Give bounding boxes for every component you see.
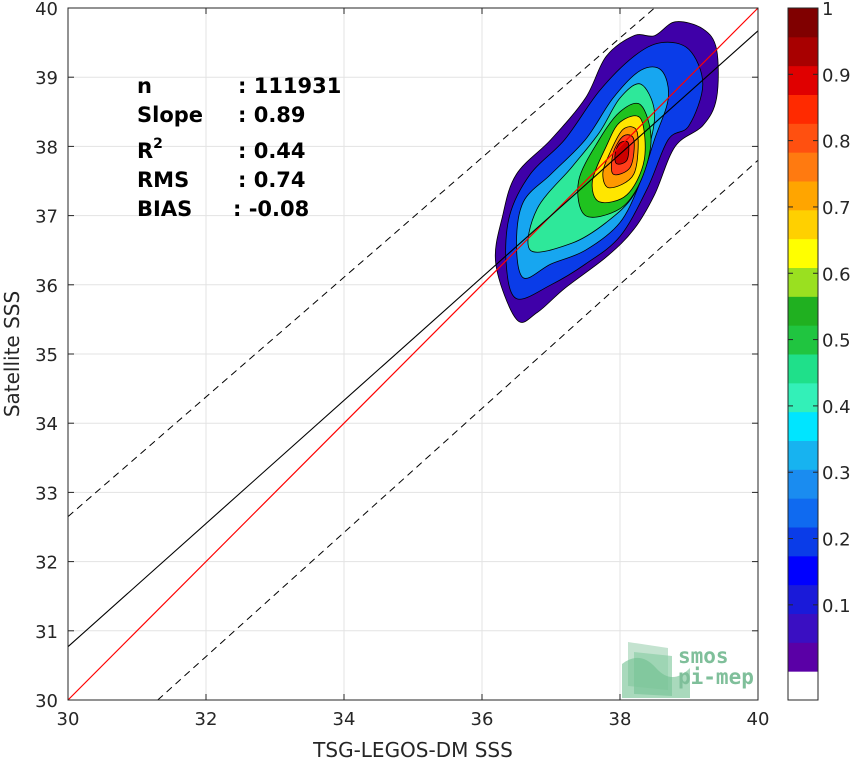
colorbar-segment — [788, 36, 818, 67]
x-axis-title: TSG-LEGOS-DM SSS — [312, 738, 513, 762]
density-contours — [494, 21, 719, 323]
colorbar-segment — [788, 209, 818, 240]
y-tick-label: 33 — [35, 483, 58, 504]
regression-line — [67, 30, 759, 648]
colorbar-tick-label: 0.1 — [822, 596, 851, 617]
stat-value: : -0.08 — [233, 197, 309, 221]
colorbar-tick-label: 0.5 — [822, 331, 851, 352]
colorbar-segment — [788, 181, 818, 211]
x-tick-label: 36 — [471, 709, 494, 730]
smos-pi-mep-logo: smos pi-mep — [622, 642, 754, 698]
x-tick-label: 40 — [747, 709, 770, 730]
colorbar-segment — [788, 555, 818, 586]
upper-bound-line — [67, 7, 655, 517]
y-tick-label: 40 — [35, 0, 58, 20]
y-tick-label: 30 — [35, 691, 58, 712]
colorbar-segment — [788, 613, 818, 643]
colorbar-segment — [788, 354, 818, 384]
colorbar-tick-label: 0.8 — [822, 132, 851, 153]
colorbar-segment — [788, 152, 818, 182]
colorbar-segment — [788, 498, 818, 528]
colorbar-segment — [788, 238, 818, 268]
y-tick-label: 38 — [35, 137, 58, 158]
y-axis-title: Satellite SSS — [0, 291, 24, 417]
stat-value: : 0.74 — [238, 168, 306, 192]
y-tick-label: 35 — [35, 345, 58, 366]
colorbar-tick-label: 1 — [822, 0, 833, 20]
colorbar-segment — [788, 469, 818, 499]
x-tick-label: 34 — [333, 709, 356, 730]
stat-label: R2 — [137, 136, 163, 163]
colorbar-segment — [788, 94, 818, 124]
stat-value: : 111931 — [238, 74, 341, 98]
stat-label: BIAS — [137, 197, 192, 221]
colorbar: 0.1 0.2 0.3 0.4 0.5 0.6 0.7 0.8 0.9 1 — [787, 0, 851, 701]
colorbar-tick-label: 0.6 — [822, 264, 851, 285]
logo-line-2: pi-mep — [678, 665, 754, 689]
colorbar-segment — [788, 642, 818, 672]
logo-line-1: smos — [678, 644, 729, 668]
x-tick-label: 30 — [57, 709, 80, 730]
stat-label-superscript: 2 — [153, 136, 163, 152]
colorbar-segment — [788, 382, 818, 413]
x-tick-label: 38 — [609, 709, 632, 730]
colorbar-segment — [788, 123, 818, 153]
colorbar-segment — [788, 65, 818, 95]
reference-lines — [67, 7, 759, 701]
x-axis-ticks: 30 32 34 36 38 40 — [57, 8, 770, 730]
y-tick-label: 39 — [35, 68, 58, 89]
y-tick-label: 37 — [35, 207, 58, 228]
stat-label: Slope — [137, 103, 203, 127]
y-tick-label: 36 — [35, 276, 58, 297]
stat-label: RMS — [137, 168, 189, 192]
stat-value: : 0.44 — [238, 139, 306, 163]
colorbar-segment — [788, 267, 818, 297]
colorbar-segment — [788, 411, 818, 441]
lower-bound-line — [157, 159, 759, 701]
colorbar-tick-label: 0.7 — [822, 198, 851, 219]
identity-line — [67, 7, 759, 701]
colorbar-segment — [788, 296, 818, 326]
stat-label: n — [137, 74, 152, 98]
y-tick-label: 34 — [35, 414, 58, 435]
colorbar-segment — [788, 671, 818, 701]
colorbar-tick-label: 0.9 — [822, 65, 851, 86]
colorbar-frame — [787, 7, 819, 701]
colorbar-segment — [788, 440, 818, 470]
stat-value: : 0.89 — [238, 103, 306, 127]
colorbar-segment — [788, 527, 818, 557]
colorbar-segment — [788, 584, 818, 614]
colorbar-segment — [788, 8, 818, 38]
colorbar-tick-label: 0.3 — [822, 463, 851, 484]
y-tick-label: 32 — [35, 553, 58, 574]
logo-mark-icon — [622, 642, 690, 698]
colorbar-tick-label: 0.4 — [822, 397, 851, 418]
y-axis-ticks: 30 31 32 33 34 35 36 37 38 39 40 — [35, 0, 758, 712]
statistics-box: n : 111931 Slope : 0.89 R2 : 0.44 RMS : 0.74 BIA… — [137, 74, 341, 221]
colorbar-tick-label: 0.2 — [822, 530, 851, 551]
x-tick-label: 32 — [195, 709, 218, 730]
y-tick-label: 31 — [35, 622, 58, 643]
